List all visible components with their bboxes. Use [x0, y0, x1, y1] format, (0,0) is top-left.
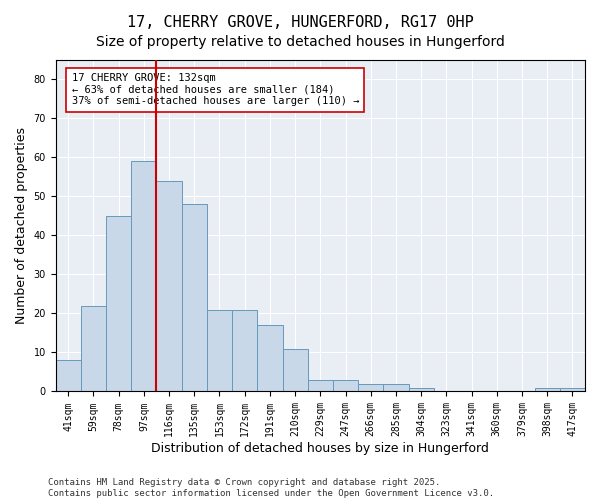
Text: Size of property relative to detached houses in Hungerford: Size of property relative to detached ho… [95, 35, 505, 49]
Bar [232, 310, 257, 392]
Y-axis label: Number of detached properties: Number of detached properties [15, 127, 28, 324]
Text: 17, CHERRY GROVE, HUNGERFORD, RG17 0HP: 17, CHERRY GROVE, HUNGERFORD, RG17 0HP [127, 15, 473, 30]
Bar [81, 306, 106, 392]
Text: 17 CHERRY GROVE: 132sqm
← 63% of detached houses are smaller (184)
37% of semi-d: 17 CHERRY GROVE: 132sqm ← 63% of detache… [71, 74, 359, 106]
Bar [56, 360, 81, 392]
Bar [308, 380, 333, 392]
Bar [333, 380, 358, 392]
Bar [257, 325, 283, 392]
Bar [358, 384, 383, 392]
Bar [207, 310, 232, 392]
Bar [157, 181, 182, 392]
X-axis label: Distribution of detached houses by size in Hungerford: Distribution of detached houses by size … [151, 442, 489, 455]
Bar [106, 216, 131, 392]
Bar [182, 204, 207, 392]
Bar [131, 162, 157, 392]
Bar [535, 388, 560, 392]
Bar [409, 388, 434, 392]
Bar [283, 348, 308, 392]
Bar [560, 388, 585, 392]
Text: Contains HM Land Registry data © Crown copyright and database right 2025.
Contai: Contains HM Land Registry data © Crown c… [48, 478, 494, 498]
Bar [383, 384, 409, 392]
